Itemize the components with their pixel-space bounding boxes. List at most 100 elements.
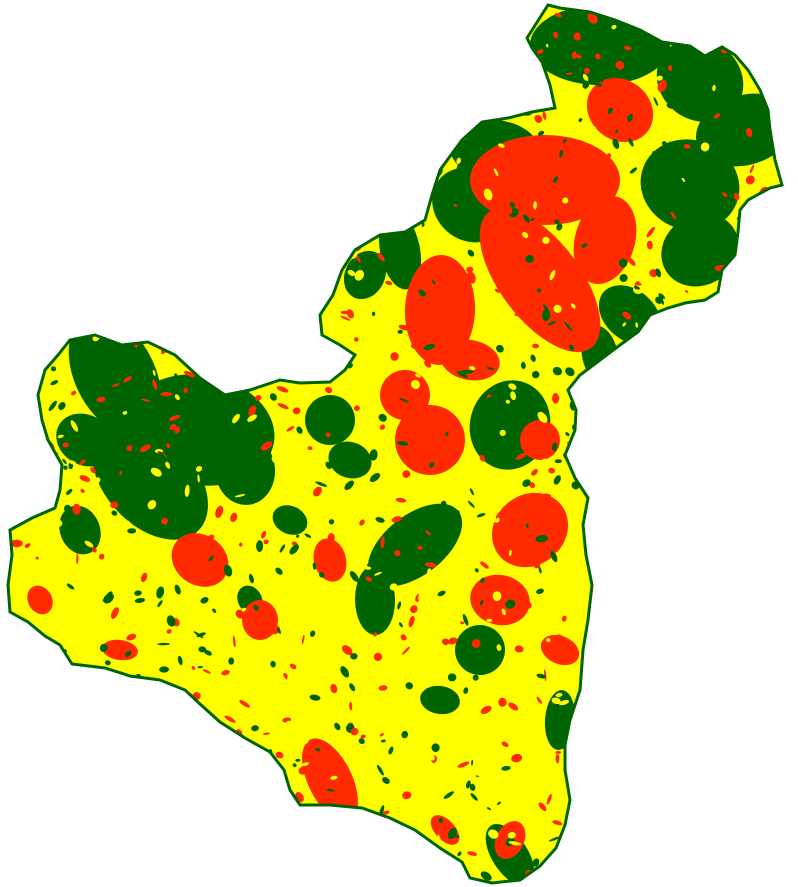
- speckle: [134, 598, 146, 603]
- speckle: [635, 591, 644, 601]
- speckle: [534, 114, 543, 123]
- speckle: [0, 760, 8, 768]
- speckle: [259, 117, 268, 127]
- speckle: [409, 26, 419, 31]
- speckle: [378, 685, 388, 691]
- speckle: [37, 448, 45, 456]
- speckle: [289, 663, 297, 670]
- speckle: [80, 218, 85, 226]
- speckle: [66, 54, 73, 67]
- speckle: [68, 460, 77, 465]
- speckle: [253, 604, 259, 611]
- speckle: [428, 21, 438, 31]
- speckle: [528, 434, 537, 446]
- speckle: [508, 69, 516, 76]
- speckle: [21, 457, 26, 465]
- speckle: [1, 386, 7, 392]
- speckle: [749, 137, 753, 143]
- speckle: [166, 615, 176, 627]
- speckle: [740, 429, 746, 438]
- speckle: [682, 223, 690, 231]
- speckle: [682, 611, 689, 617]
- speckle: [276, 103, 282, 107]
- speckle: [253, 328, 263, 335]
- speckle: [184, 484, 190, 497]
- speckle: [557, 261, 562, 266]
- speckle: [456, 157, 462, 165]
- speckle: [455, 163, 461, 176]
- speckle: [607, 744, 613, 751]
- speckle: [551, 182, 556, 187]
- speckle: [269, 625, 281, 635]
- speckle: [323, 284, 332, 292]
- speckle: [531, 469, 538, 476]
- speckle: [397, 441, 409, 446]
- speckle: [200, 852, 210, 862]
- speckle: [552, 366, 563, 376]
- speckle: [754, 728, 763, 735]
- speckle: [552, 820, 563, 826]
- speckle: [765, 263, 773, 274]
- speckle: [652, 597, 657, 601]
- speckle: [662, 415, 669, 424]
- speckle: [351, 459, 356, 471]
- speckle: [78, 5, 91, 6]
- speckle: [392, 221, 401, 231]
- speckle: [612, 843, 621, 855]
- speckle: [429, 11, 438, 19]
- speckle: [225, 637, 231, 649]
- speckle: [72, 503, 81, 515]
- speckle: [353, 91, 360, 97]
- speckle: [546, 793, 552, 805]
- speckle: [726, 385, 733, 390]
- speckle: [515, 46, 526, 53]
- speckle: [721, 192, 728, 198]
- speckle: [0, 113, 6, 122]
- speckle: [45, 777, 49, 783]
- speckle: [764, 86, 770, 92]
- speckle: [423, 343, 436, 351]
- speckle: [733, 422, 742, 436]
- speckle: [440, 500, 447, 507]
- speckle: [127, 528, 137, 534]
- speckle: [629, 167, 638, 174]
- speckle: [397, 601, 402, 610]
- speckle: [394, 91, 403, 96]
- speckle: [197, 474, 200, 483]
- speckle: [635, 670, 642, 678]
- speckle: [670, 660, 675, 666]
- speckle: [64, 305, 74, 314]
- speckle: [551, 697, 561, 705]
- speckle: [664, 870, 673, 877]
- speckle: [286, 797, 293, 804]
- speckle: [427, 568, 432, 577]
- speckle: [563, 138, 567, 144]
- speckle: [192, 302, 199, 310]
- speckle: [770, 847, 779, 856]
- speckle: [79, 90, 86, 100]
- speckle: [683, 371, 695, 375]
- speckle: [582, 74, 589, 82]
- speckle: [669, 550, 681, 555]
- speckle: [310, 92, 318, 97]
- speckle: [150, 467, 162, 477]
- speckle: [312, 851, 322, 858]
- speckle: [56, 363, 64, 368]
- speckle: [718, 37, 726, 45]
- speckle: [88, 845, 96, 852]
- speckle: [582, 80, 590, 89]
- speckle: [369, 472, 381, 483]
- speckle: [531, 587, 536, 594]
- speckle: [166, 442, 171, 449]
- speckle: [496, 344, 504, 353]
- speckle: [120, 715, 131, 723]
- speckle: [0, 459, 5, 465]
- speckle: [298, 266, 304, 272]
- speckle: [743, 690, 751, 695]
- speckle: [173, 72, 179, 80]
- speckle: [708, 19, 719, 28]
- speckle: [325, 432, 331, 438]
- speckle: [337, 770, 349, 779]
- speckle: [424, 562, 437, 568]
- speckle: [208, 555, 214, 562]
